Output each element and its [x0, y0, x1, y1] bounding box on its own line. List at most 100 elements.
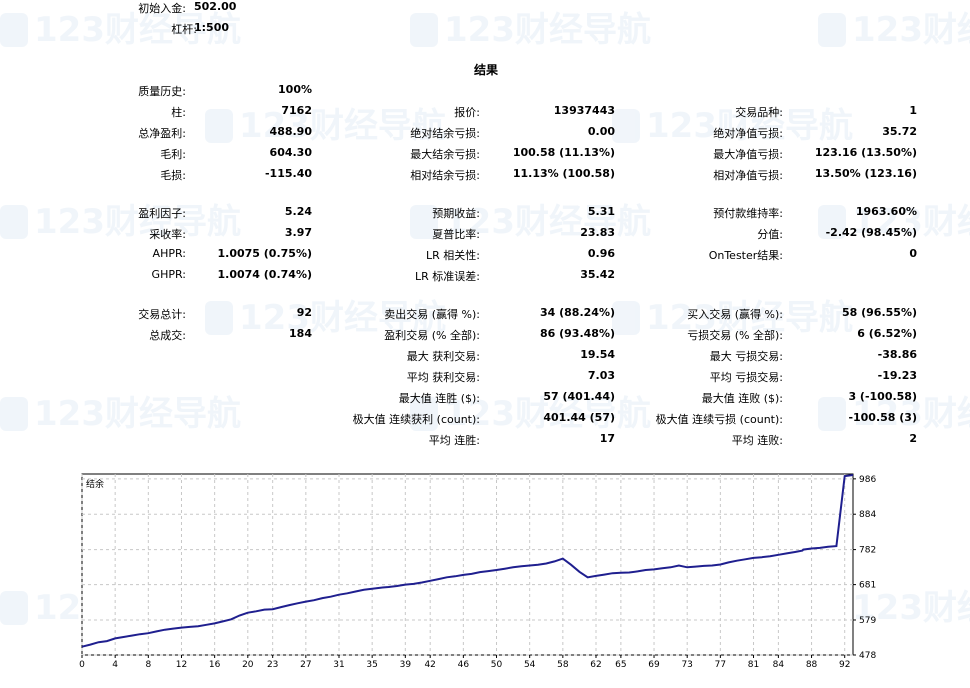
x-tick-label: 27	[300, 660, 311, 670]
history-quality-label: 质量历史:	[138, 85, 186, 98]
avg-consec-losses-label: 平均 连败:	[731, 434, 783, 447]
avg-consec-wins-value: 17	[599, 432, 615, 445]
largest-profit-label: 最大 获利交易:	[406, 350, 480, 363]
net-profit-label: 总净盈利:	[138, 127, 186, 140]
total-trades-value: 92	[296, 306, 312, 319]
max-consec-wins-label: 最大值 连胜 ($):	[398, 392, 480, 405]
bars-value: 7162	[281, 104, 312, 117]
x-tick-label: 77	[715, 660, 726, 670]
recovery-factor-label: 采收率:	[149, 228, 186, 241]
ticks-value: 13937443	[553, 104, 615, 117]
leverage-label: 杠杆:	[171, 23, 197, 36]
bars-label: 柱:	[171, 106, 186, 119]
largest-profit-value: 19.54	[580, 348, 615, 361]
maximal-consec-profit-label: 极大值 连续获利 (count):	[352, 413, 480, 426]
ticks-label: 报价:	[454, 106, 480, 119]
x-tick-label: 12	[176, 660, 187, 670]
balance-chart: 结余 0 4 8 12 16 20 23 27 31 35 39 42 46 50 54 58 62 65 69 73…	[79, 473, 876, 670]
max-consec-losses-label: 最大值 连败 ($):	[701, 392, 783, 405]
balance-dd-abs-value: 0.00	[587, 125, 615, 138]
expected-payoff-value: 5.31	[587, 205, 615, 218]
leverage-value: 1:500	[194, 21, 230, 34]
profit-trades-label: 盈利交易 (% 全部):	[384, 329, 480, 342]
z-score-label: 分值:	[757, 228, 783, 241]
x-tick-label: 20	[242, 660, 254, 670]
total-deals-value: 184	[289, 327, 312, 340]
balance-dd-abs-label: 绝对结余亏损:	[410, 127, 480, 140]
gross-profit-value: 604.30	[269, 146, 312, 159]
gross-loss-value: -115.40	[264, 167, 312, 180]
equity-dd-rel-value: 13.50% (123.16)	[814, 167, 917, 180]
symbols-value: 1	[909, 104, 917, 117]
x-tick-label: 88	[806, 660, 818, 670]
lr-std-value: 35.42	[580, 268, 615, 281]
balance-dd-rel-value: 11.13% (100.58)	[512, 167, 615, 180]
sharpe-value: 23.83	[580, 226, 615, 239]
y-tick-label: 884	[859, 510, 876, 520]
balance-dd-rel-label: 相对结余亏损:	[410, 169, 480, 182]
x-tick-label: 8	[145, 660, 151, 670]
profit-trades-value: 86 (93.48%)	[539, 327, 615, 340]
ontester-label: OnTester结果:	[708, 249, 783, 262]
x-tick-label: 35	[366, 660, 377, 670]
ghpr-value: 1.0074 (0.74%)	[217, 268, 313, 281]
total-trades-label: 交易总计:	[138, 308, 186, 321]
balance-dd-max-label: 最大结余亏损:	[410, 148, 480, 161]
x-tick-label: 92	[839, 660, 850, 670]
x-tick-label: 4	[112, 660, 118, 670]
equity-dd-rel-label: 相对净值亏损:	[713, 169, 783, 182]
history-quality-value: 100%	[278, 83, 312, 96]
maximal-consec-profit-value: 401.44 (57)	[543, 411, 615, 424]
ontester-value: 0	[909, 247, 917, 260]
x-tick-label: 84	[773, 660, 785, 670]
watermark: 123财经导航	[0, 194, 241, 243]
equity-dd-max-value: 123.16 (13.50%)	[814, 146, 917, 159]
avg-loss-label: 平均 亏损交易:	[709, 371, 783, 384]
avg-consec-losses-value: 2	[909, 432, 917, 445]
ghpr-label: GHPR:	[151, 268, 186, 281]
sharpe-label: 夏普比率:	[432, 228, 480, 241]
margin-level-value: 1963.60%	[855, 205, 917, 218]
chart-title: 结余	[86, 478, 104, 490]
loss-trades-value: 6 (6.52%)	[857, 327, 917, 340]
symbols-label: 交易品种:	[735, 106, 783, 119]
loss-trades-label: 亏损交易 (% 全部):	[687, 329, 783, 342]
x-tick-label: 46	[458, 660, 470, 670]
recovery-factor-value: 3.97	[284, 226, 312, 239]
profit-factor-label: 盈利因子:	[138, 207, 186, 220]
ahpr-label: AHPR:	[152, 247, 186, 260]
y-tick-label: 681	[859, 581, 876, 591]
y-tick-label: 478	[859, 651, 876, 661]
x-tick-label: 62	[590, 660, 601, 670]
x-tick-label: 50	[491, 660, 503, 670]
y-tick-label: 782	[859, 546, 876, 556]
watermark: 123财经导航	[0, 386, 241, 435]
y-tick-label: 579	[859, 616, 876, 626]
gross-profit-label: 毛利:	[160, 148, 186, 161]
x-tick-label: 42	[424, 660, 435, 670]
x-tick-label: 23	[267, 660, 278, 670]
net-profit-value: 488.90	[269, 125, 312, 138]
x-tick-label: 73	[681, 660, 692, 670]
gross-loss-label: 毛损:	[160, 169, 186, 182]
x-tick-label: 65	[615, 660, 626, 670]
balance-line	[81, 474, 854, 648]
avg-consec-wins-label: 平均 连胜:	[428, 434, 480, 447]
x-tick-label: 16	[209, 660, 221, 670]
equity-dd-abs-label: 绝对净值亏损:	[713, 127, 783, 140]
x-tick-label: 58	[557, 660, 569, 670]
short-trades-value: 34 (88.24%)	[539, 306, 615, 319]
avg-profit-value: 7.03	[587, 369, 615, 382]
avg-profit-label: 平均 获利交易:	[406, 371, 480, 384]
initial-deposit-value: 502.00	[194, 0, 237, 13]
balance-dd-max-value: 100.58 (11.13%)	[512, 146, 615, 159]
equity-dd-abs-value: 35.72	[882, 125, 917, 138]
maximal-consec-loss-label: 极大值 连续亏损 (count):	[655, 413, 783, 426]
x-tick-label: 31	[333, 660, 344, 670]
lr-std-label: LR 标准误差:	[415, 270, 480, 283]
margin-level-label: 预付款维持率:	[713, 207, 783, 220]
ahpr-value: 1.0075 (0.75%)	[217, 247, 313, 260]
profit-factor-value: 5.24	[284, 205, 312, 218]
x-tick-label: 81	[748, 660, 759, 670]
equity-dd-max-label: 最大净值亏损:	[713, 148, 783, 161]
